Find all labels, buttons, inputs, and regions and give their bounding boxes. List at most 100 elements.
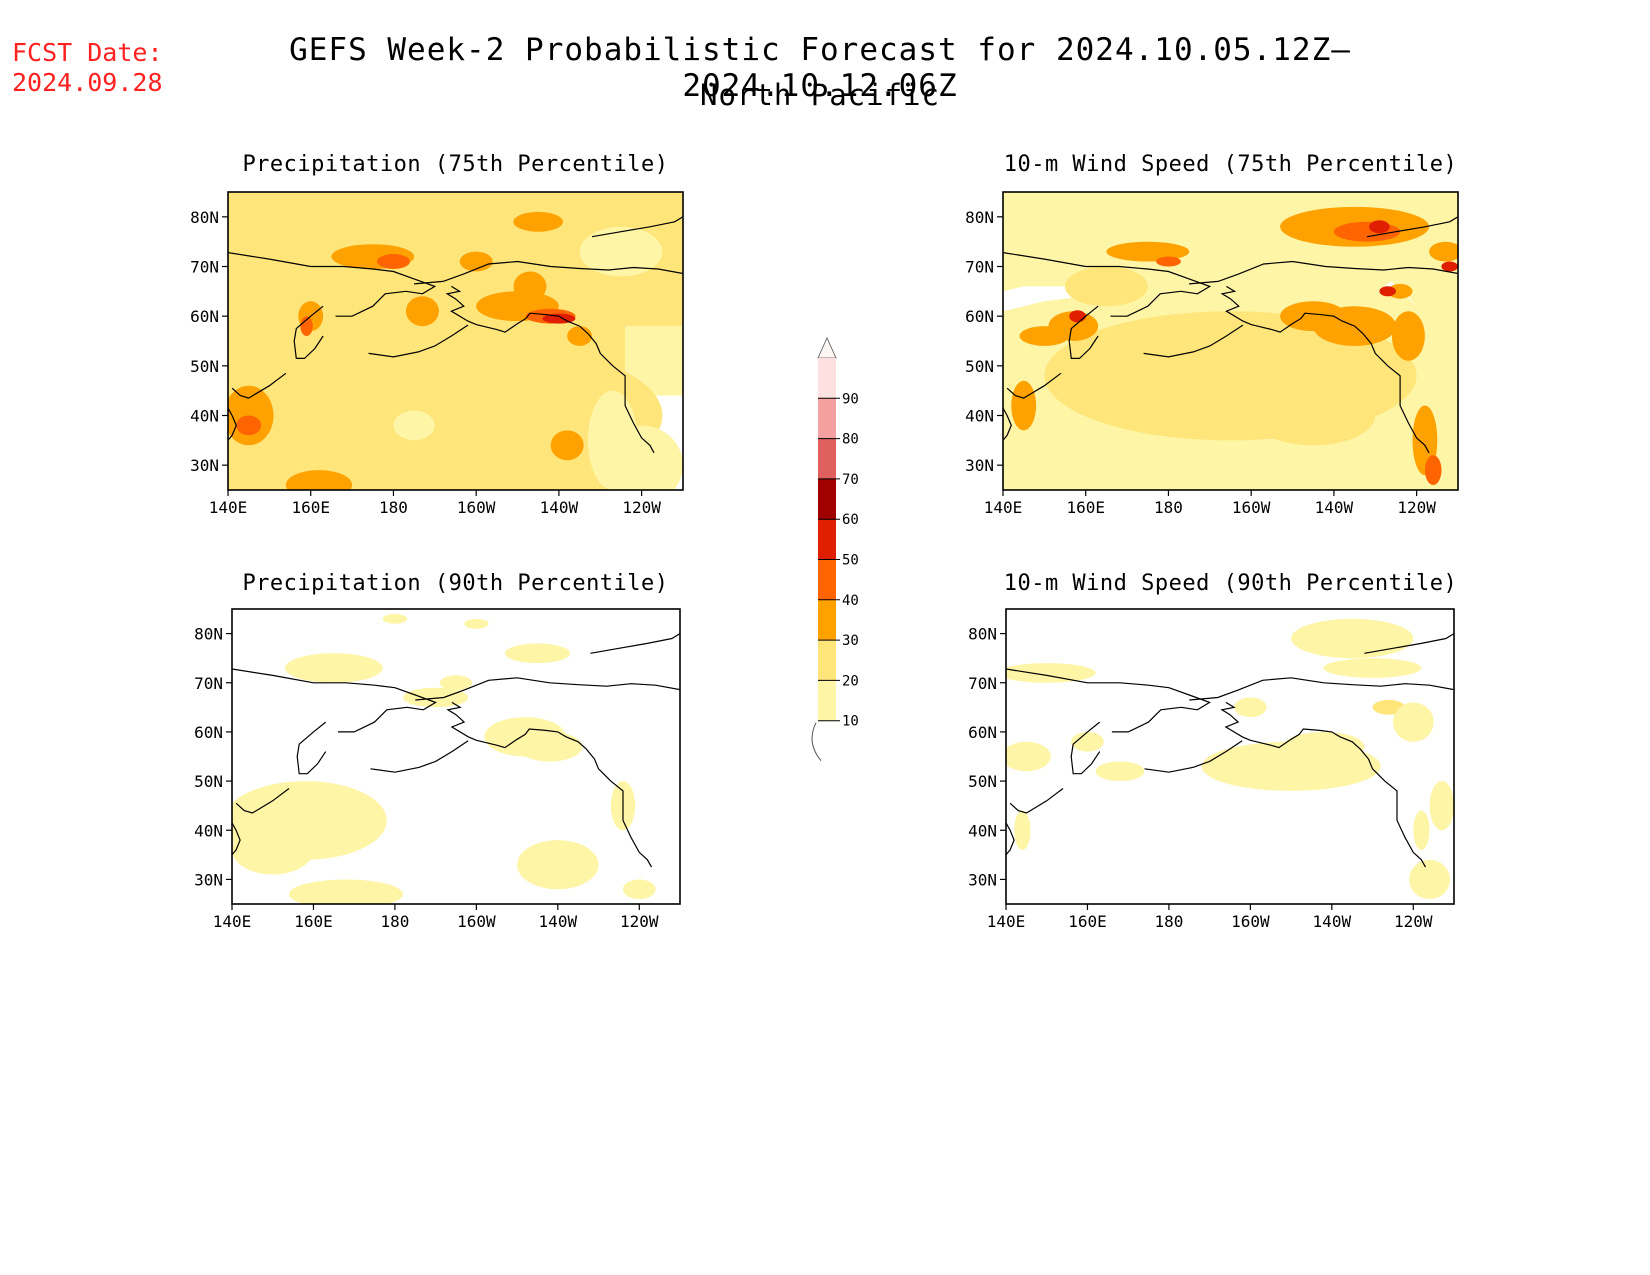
lon-tick-label: 140E xyxy=(209,498,248,517)
coastline xyxy=(1087,682,1211,733)
probability-contour xyxy=(550,430,584,461)
probability-contour xyxy=(300,316,313,336)
colorbar-lower-cap xyxy=(811,722,822,762)
probability-contour xyxy=(1291,618,1414,659)
probability-contour xyxy=(1234,697,1267,718)
lon-tick-label: 140W xyxy=(539,912,578,931)
map-shading xyxy=(1003,192,1458,490)
lat-tick-label: 70N xyxy=(194,674,223,693)
map-frame xyxy=(231,608,681,905)
page-title: GEFS Week-2 Probabilistic Forecast for 2… xyxy=(289,32,1351,104)
coastline xyxy=(591,216,683,238)
coastline xyxy=(228,407,237,441)
probability-contour xyxy=(285,470,353,490)
colorbar-segment xyxy=(818,519,836,560)
coastline xyxy=(370,740,469,773)
coastline xyxy=(414,260,683,285)
probability-contour xyxy=(1011,380,1037,431)
probability-contour xyxy=(1069,310,1086,323)
lat-tick-label: 30N xyxy=(194,870,223,889)
coastline xyxy=(1189,260,1458,285)
lon-tick-label: 140E xyxy=(987,912,1026,931)
colorbar-upper-cap xyxy=(817,337,837,359)
coastline xyxy=(1366,216,1458,238)
lon-tick-label: 160W xyxy=(1231,912,1270,931)
coastline xyxy=(445,285,655,454)
probability-contour xyxy=(439,675,473,691)
panel-title-precip-90: Precipitation (90th Percentile) xyxy=(242,571,669,596)
coastline xyxy=(1220,701,1427,868)
lat-tick-label: 50N xyxy=(968,772,997,791)
lat-tick-label: 60N xyxy=(965,307,994,326)
probability-contour xyxy=(1413,810,1430,850)
forecast-date-label: FCST Date: xyxy=(12,38,163,67)
probability-contour xyxy=(1006,741,1051,772)
probability-contour xyxy=(464,618,489,629)
coastline xyxy=(228,252,311,268)
colorbar-label: 40 xyxy=(842,593,859,609)
lat-tick-label: 50N xyxy=(194,772,223,791)
map-panel-wind-75: 80N 70N 60N 50N 40N 30N 140E 160E 180 160W 140W 120… xyxy=(965,191,1459,517)
coastline xyxy=(1009,788,1064,814)
probability-contour xyxy=(1095,761,1145,782)
no-signal-area xyxy=(1383,281,1434,327)
probability-contour xyxy=(1429,241,1458,262)
colorbar-label: 10 xyxy=(842,714,859,730)
panel-title-wind-75: 10-m Wind Speed (75th Percentile) xyxy=(1003,152,1458,177)
probability-contour xyxy=(1156,256,1181,267)
map-frame xyxy=(227,191,684,491)
forecast-date-value: 2024.09.28 xyxy=(12,68,163,97)
colorbar-segment xyxy=(818,599,836,641)
coastline xyxy=(1068,305,1099,359)
lat-tick-label: 40N xyxy=(194,821,223,840)
coastline xyxy=(1364,633,1454,654)
probability-contour xyxy=(623,879,656,900)
lon-tick-label: 160E xyxy=(294,912,333,931)
colorbar-segment xyxy=(818,640,836,681)
lat-tick-label: 70N xyxy=(965,258,994,277)
lat-tick-label: 80N xyxy=(968,625,997,644)
lon-tick-label: 140W xyxy=(1315,498,1354,517)
probability-contour xyxy=(403,687,469,708)
lon-tick-label: 160E xyxy=(291,498,330,517)
probability-contour xyxy=(1323,658,1422,678)
probability-contour xyxy=(1333,221,1401,242)
probability-contour xyxy=(1283,731,1365,762)
colorbar-segment xyxy=(818,680,836,721)
probability-contour xyxy=(1409,859,1450,900)
coastline xyxy=(235,788,290,814)
coastline xyxy=(1006,668,1088,684)
lon-tick-label: 140W xyxy=(540,498,579,517)
probability-contour xyxy=(567,326,592,346)
colorbar-label: 20 xyxy=(842,673,859,689)
probability-contour xyxy=(1392,702,1434,742)
probability-contour xyxy=(284,653,383,683)
lat-tick-label: 70N xyxy=(968,674,997,693)
lon-tick-label: 120W xyxy=(1394,912,1433,931)
coastline xyxy=(296,721,327,775)
coastline xyxy=(232,822,241,856)
lon-tick-label: 140E xyxy=(984,498,1023,517)
map-shading xyxy=(228,192,683,490)
colorbar-segment xyxy=(818,398,836,439)
probability-contour xyxy=(513,271,547,302)
lon-tick-label: 120W xyxy=(1397,498,1436,517)
lon-tick-label: 160E xyxy=(1068,912,1107,931)
map-shading xyxy=(1006,618,1454,900)
probability-contour xyxy=(1424,455,1442,485)
lat-tick-label: 50N xyxy=(965,357,994,376)
probability-contour xyxy=(1006,663,1096,683)
lat-tick-label: 30N xyxy=(965,456,994,475)
coastline xyxy=(1006,822,1015,856)
colorbar-segment xyxy=(818,358,836,399)
probability-contour xyxy=(1065,266,1148,307)
map-panel-precip-75: 80N 70N 60N 50N 40N 30N 140E 160E 180 160W 140W 120… xyxy=(190,191,684,517)
lon-tick-label: 120W xyxy=(620,912,659,931)
probability-contour xyxy=(579,226,663,277)
probability-contour xyxy=(377,254,410,269)
lon-tick-label: 160W xyxy=(457,498,496,517)
lat-tick-label: 60N xyxy=(968,723,997,742)
lat-tick-label: 30N xyxy=(190,456,219,475)
coastline xyxy=(1143,324,1244,358)
